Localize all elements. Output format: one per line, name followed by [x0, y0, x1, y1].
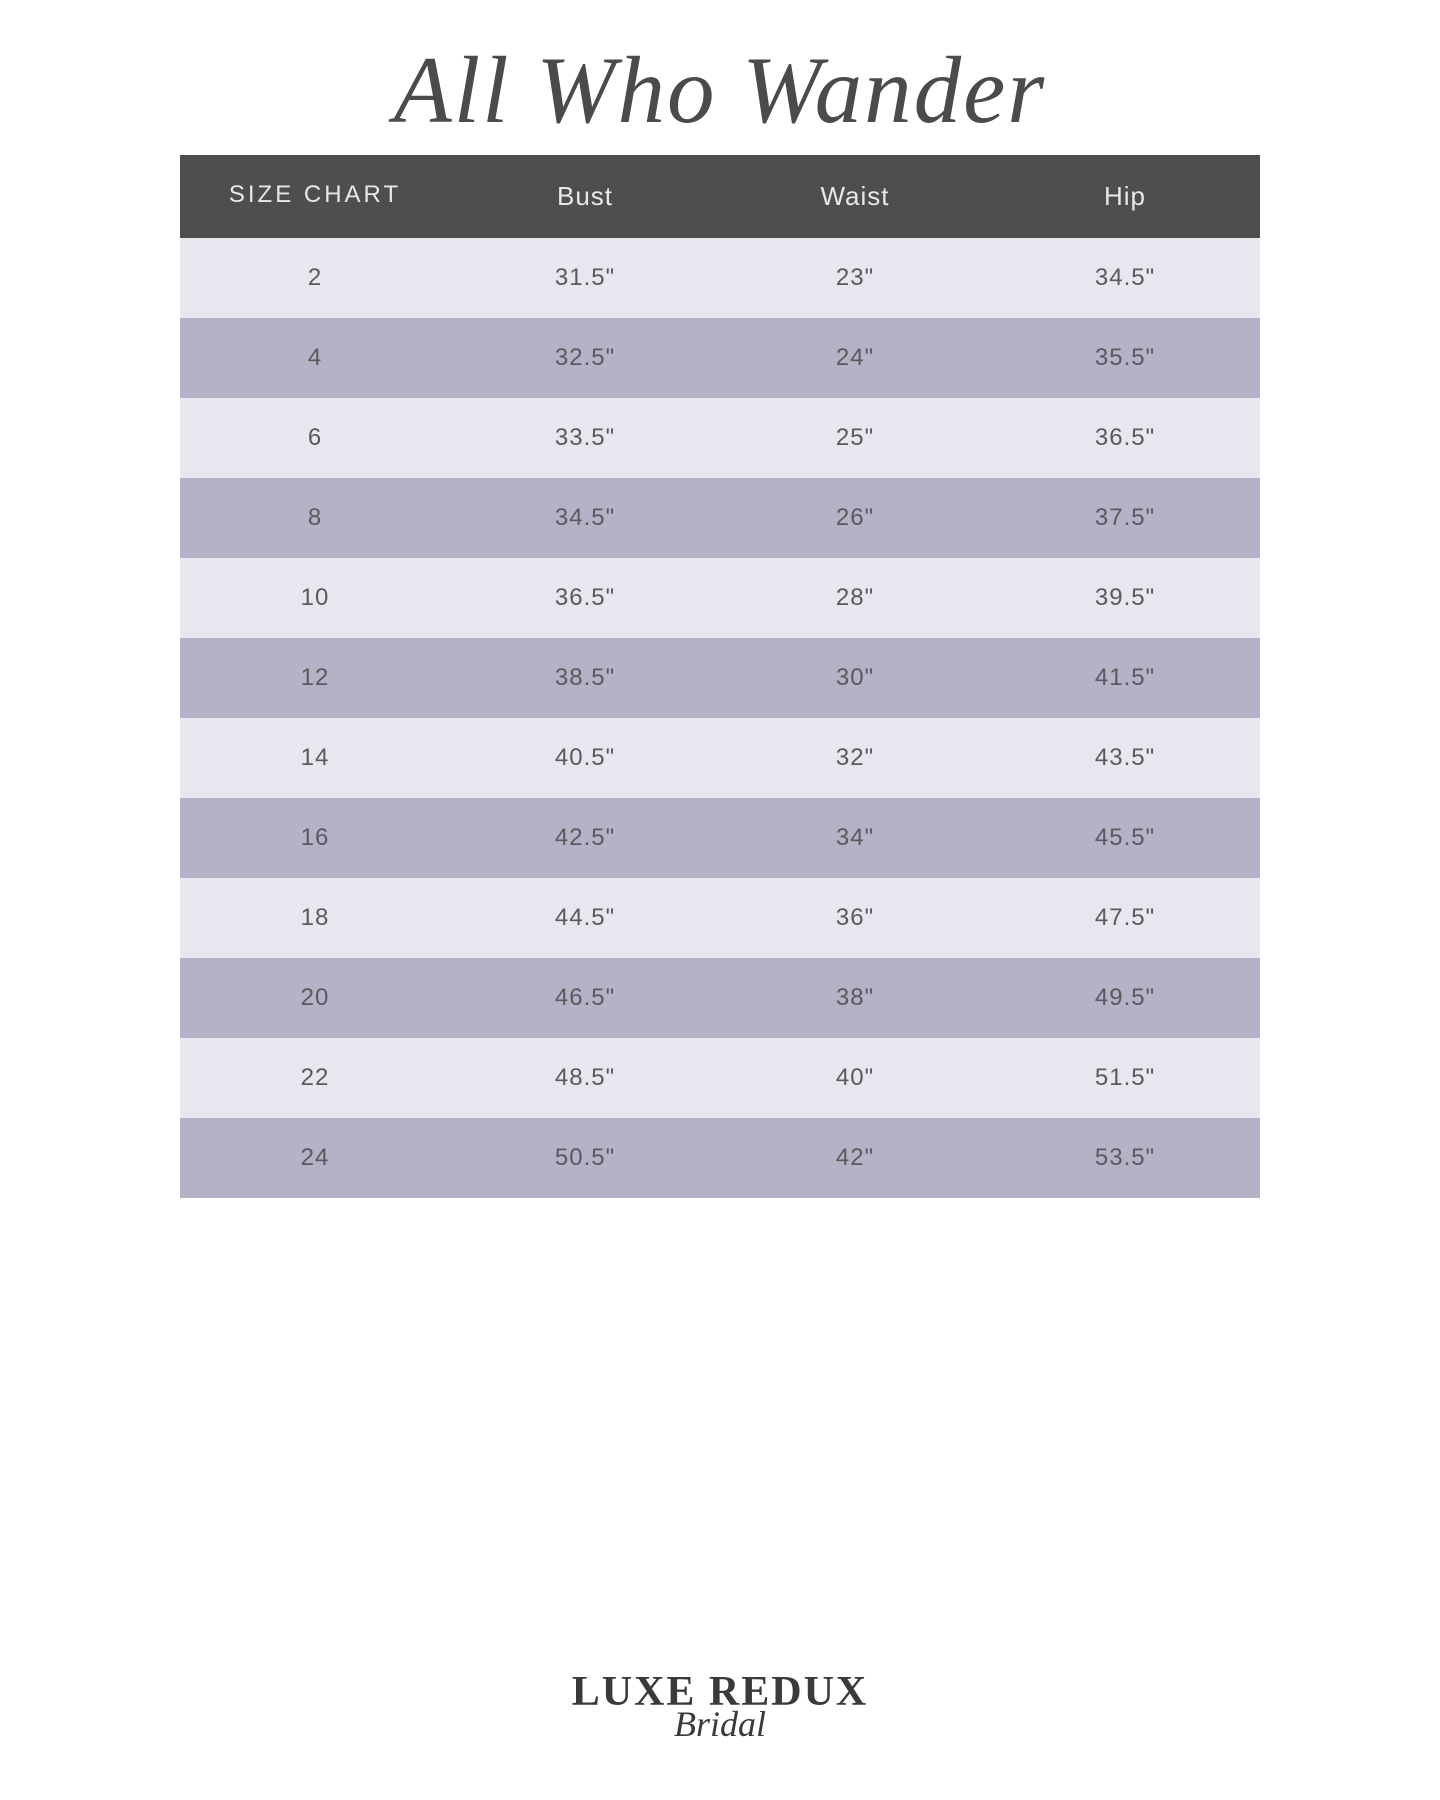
- table-cell: 40.5": [450, 718, 720, 798]
- table-header-cell: Waist: [720, 155, 990, 238]
- table-cell: 8: [180, 478, 450, 558]
- table-cell: 34": [720, 798, 990, 878]
- table-cell: 47.5": [990, 878, 1260, 958]
- table-row: 231.5"23"34.5": [180, 238, 1260, 318]
- table-cell: 53.5": [990, 1118, 1260, 1198]
- table-cell: 46.5": [450, 958, 720, 1038]
- table-row: 834.5"26"37.5": [180, 478, 1260, 558]
- table-header-cell: SIZE CHART: [180, 155, 450, 238]
- table-cell: 36.5": [990, 398, 1260, 478]
- table-cell: 38.5": [450, 638, 720, 718]
- table-cell: 14: [180, 718, 450, 798]
- table-cell: 24: [180, 1118, 450, 1198]
- size-chart-table: SIZE CHARTBustWaistHip 231.5"23"34.5"432…: [180, 155, 1260, 1198]
- table-cell: 50.5": [450, 1118, 720, 1198]
- table-row: 1844.5"36"47.5": [180, 878, 1260, 958]
- table-row: 1036.5"28"39.5": [180, 558, 1260, 638]
- table-cell: 31.5": [450, 238, 720, 318]
- table-row: 633.5"25"36.5": [180, 398, 1260, 478]
- table-cell: 20: [180, 958, 450, 1038]
- table-cell: 22: [180, 1038, 450, 1118]
- table-cell: 51.5": [990, 1038, 1260, 1118]
- table-cell: 42.5": [450, 798, 720, 878]
- table-cell: 49.5": [990, 958, 1260, 1038]
- table-cell: 44.5": [450, 878, 720, 958]
- table-cell: 40": [720, 1038, 990, 1118]
- table-row: 1440.5"32"43.5": [180, 718, 1260, 798]
- table-cell: 25": [720, 398, 990, 478]
- table-row: 2450.5"42"53.5": [180, 1118, 1260, 1198]
- table-cell: 42": [720, 1118, 990, 1198]
- table-header-row: SIZE CHARTBustWaistHip: [180, 155, 1260, 238]
- table-cell: 26": [720, 478, 990, 558]
- table-cell: 32": [720, 718, 990, 798]
- table-row: 2248.5"40"51.5": [180, 1038, 1260, 1118]
- table-cell: 10: [180, 558, 450, 638]
- table-cell: 32.5": [450, 318, 720, 398]
- table-cell: 30": [720, 638, 990, 718]
- table-row: 432.5"24"35.5": [180, 318, 1260, 398]
- table-cell: 34.5": [450, 478, 720, 558]
- table-row: 2046.5"38"49.5": [180, 958, 1260, 1038]
- page-title: All Who Wander: [394, 35, 1047, 145]
- table-cell: 16: [180, 798, 450, 878]
- table-cell: 38": [720, 958, 990, 1038]
- table-cell: 28": [720, 558, 990, 638]
- table-cell: 43.5": [990, 718, 1260, 798]
- table-cell: 48.5": [450, 1038, 720, 1118]
- table-header-cell: Hip: [990, 155, 1260, 238]
- table-body: 231.5"23"34.5"432.5"24"35.5"633.5"25"36.…: [180, 238, 1260, 1198]
- table-cell: 2: [180, 238, 450, 318]
- table-cell: 45.5": [990, 798, 1260, 878]
- table-header-cell: Bust: [450, 155, 720, 238]
- table-cell: 6: [180, 398, 450, 478]
- footer-logo-sub: Bridal: [674, 1703, 766, 1745]
- table-cell: 33.5": [450, 398, 720, 478]
- table-cell: 4: [180, 318, 450, 398]
- table-cell: 34.5": [990, 238, 1260, 318]
- table-row: 1642.5"34"45.5": [180, 798, 1260, 878]
- table-cell: 12: [180, 638, 450, 718]
- table-cell: 18: [180, 878, 450, 958]
- footer-logo: LUXE REDUX Bridal: [0, 1671, 1440, 1745]
- table-cell: 41.5": [990, 638, 1260, 718]
- table-cell: 23": [720, 238, 990, 318]
- table-cell: 39.5": [990, 558, 1260, 638]
- table-row: 1238.5"30"41.5": [180, 638, 1260, 718]
- table-cell: 24": [720, 318, 990, 398]
- table-cell: 37.5": [990, 478, 1260, 558]
- table-cell: 35.5": [990, 318, 1260, 398]
- table-cell: 36": [720, 878, 990, 958]
- table-cell: 36.5": [450, 558, 720, 638]
